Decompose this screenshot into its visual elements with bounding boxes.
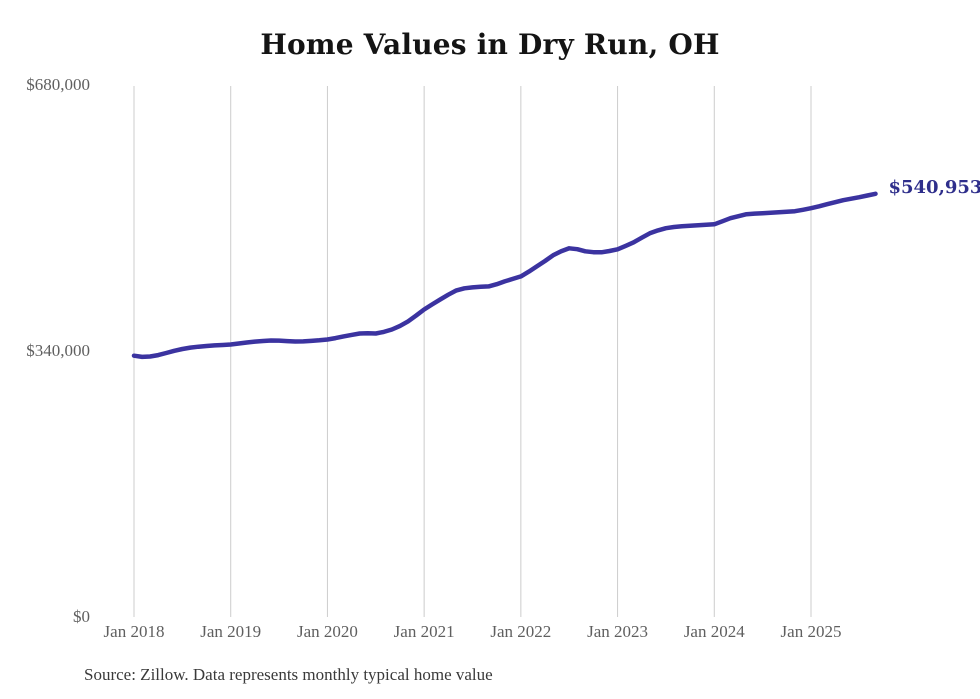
x-tick-label: Jan 2022	[490, 622, 552, 641]
x-tick-label: Jan 2018	[103, 622, 165, 641]
x-tick-label: Jan 2025	[780, 622, 842, 641]
home-value-line	[131, 191, 878, 360]
chart-title: Home Values in Dry Run, OH	[260, 28, 720, 61]
y-tick-label: $680,000	[26, 75, 90, 94]
x-tick-label: Jan 2024	[683, 622, 745, 641]
x-tick-label: Jan 2023	[587, 622, 649, 641]
x-tick-label: Jan 2021	[393, 622, 455, 641]
x-tick-label: Jan 2019	[200, 622, 262, 641]
source-note: Source: Zillow. Data represents monthly …	[84, 665, 493, 684]
x-tick-label: Jan 2020	[296, 622, 358, 641]
latest-value-label: $540,953	[888, 176, 980, 198]
y-tick-label: $340,000	[26, 341, 90, 360]
y-tick-label: $0	[73, 607, 90, 626]
